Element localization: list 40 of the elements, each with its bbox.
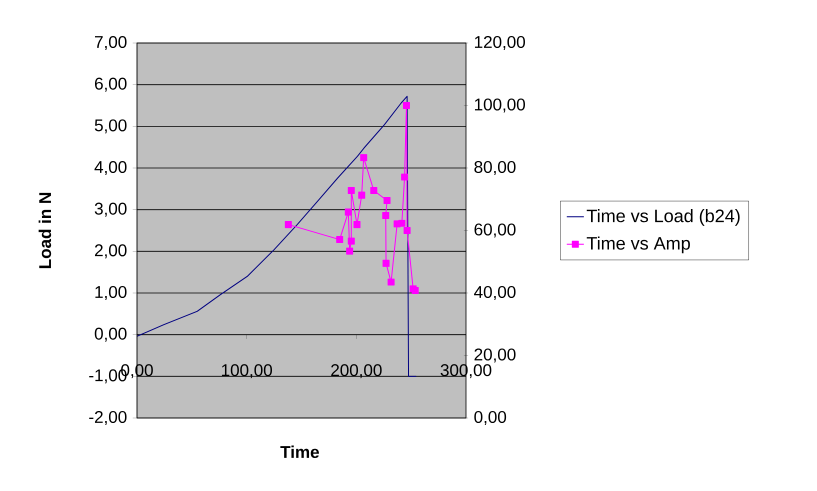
point (344, 208, 352, 216)
y-tick-label: -2,00 (89, 410, 127, 426)
y-tick-label: 0,00 (94, 328, 127, 342)
point (402, 102, 410, 109)
point (404, 227, 411, 234)
point (348, 187, 355, 194)
y-axis-title: Load in N (38, 192, 52, 268)
y2-tick-label: 120,00 (474, 36, 525, 50)
point (360, 154, 368, 162)
point (401, 174, 408, 181)
point (353, 221, 360, 228)
y2-tick-label: 0,00 (474, 410, 506, 426)
y-tick-label: 2,00 (94, 244, 127, 258)
x-axis-title: Time (280, 446, 319, 458)
y-tick-label: 7,00 (94, 36, 127, 50)
point (346, 248, 354, 255)
point (384, 197, 391, 204)
point (388, 278, 395, 286)
point (358, 192, 366, 199)
point (348, 238, 355, 245)
y-tick-label: 6,00 (94, 78, 127, 92)
legend-label: Time vs Load (b24) (586, 209, 740, 226)
point (398, 220, 406, 227)
y-tick-label: 3,00 (94, 202, 127, 217)
point (284, 221, 292, 228)
x-tick-label: 200,00 (331, 364, 382, 378)
y-tick-label: 5,00 (94, 119, 127, 134)
y-tick-label: 1,00 (95, 286, 127, 300)
point (370, 187, 378, 194)
point (382, 212, 390, 219)
y-tick-label: 4,00 (94, 160, 127, 176)
y2-tick-label: 20,00 (474, 348, 516, 363)
point (336, 236, 344, 244)
y2-tick-label: 80,00 (474, 160, 516, 176)
x-tick-label: 100,00 (222, 364, 272, 378)
y2-tick-label: 60,00 (474, 223, 516, 238)
y2-tick-label: 100,00 (474, 98, 525, 113)
point (382, 260, 390, 267)
legend-label: Time vs Amp (586, 236, 690, 254)
y2-tick-label: 40,00 (474, 286, 516, 300)
